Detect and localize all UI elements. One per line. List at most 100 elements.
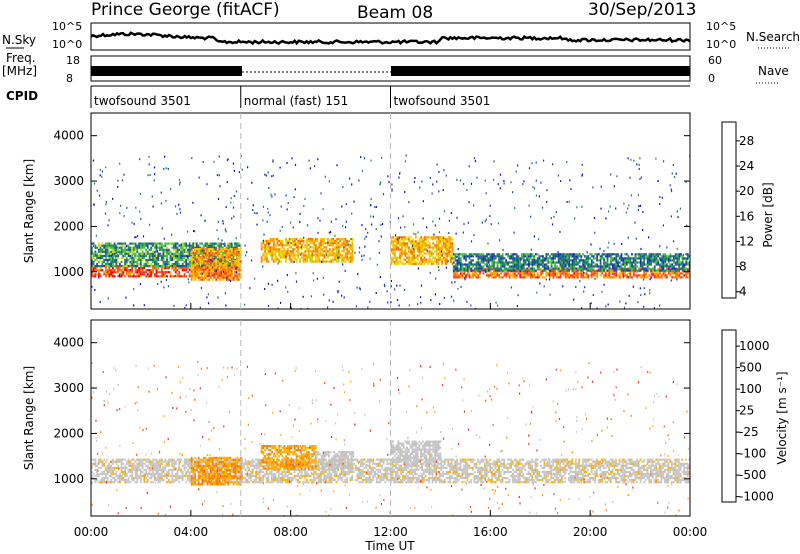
power-cell — [165, 279, 167, 282]
power-cell — [610, 270, 612, 273]
power-cell — [451, 254, 454, 257]
power-cell — [585, 276, 588, 279]
power-cell — [594, 253, 597, 256]
power-cell — [616, 175, 618, 178]
power-cell — [188, 252, 191, 255]
power-cell — [101, 256, 104, 259]
power-cell — [267, 246, 270, 249]
power-cell — [552, 253, 555, 256]
power-cell — [536, 272, 539, 275]
power-cell — [664, 255, 667, 258]
power-cell — [176, 255, 178, 258]
power-cell — [283, 256, 286, 259]
power-cell — [276, 242, 279, 245]
power-cell — [618, 255, 621, 258]
power-cell — [160, 273, 163, 276]
power-cell — [108, 256, 111, 259]
power-cell — [295, 244, 298, 247]
power-cell — [136, 269, 139, 272]
power-cell — [272, 254, 275, 257]
power-cell — [236, 250, 238, 253]
power-cell — [204, 274, 207, 277]
power-cell — [395, 238, 398, 241]
power-cell — [676, 278, 678, 281]
power-cell — [211, 274, 214, 277]
power-cell — [131, 250, 133, 253]
power-cell — [392, 244, 394, 247]
power-cell — [545, 253, 548, 256]
power-cell — [180, 248, 182, 251]
power-cell — [103, 265, 105, 268]
power-cell — [649, 289, 651, 292]
power-cell — [594, 270, 597, 273]
power-cell — [526, 257, 529, 260]
power-cell — [105, 250, 107, 253]
power-cell — [646, 261, 649, 264]
power-cell — [581, 306, 583, 309]
power-cell — [341, 242, 343, 245]
power-cell — [493, 253, 495, 256]
power-cell — [285, 254, 287, 257]
power-cell — [361, 169, 363, 172]
power-cell — [227, 262, 230, 266]
power-cell — [390, 240, 393, 243]
power-cell — [564, 261, 567, 264]
power-cell — [662, 267, 665, 270]
power-cell — [217, 270, 219, 273]
power-cell — [176, 252, 179, 255]
power-cell — [260, 260, 263, 263]
power-cell — [638, 163, 640, 166]
power-cell — [252, 204, 254, 207]
velocity-cell — [113, 472, 116, 476]
power-cell — [133, 304, 135, 307]
power-cell — [342, 240, 345, 243]
power-cell — [137, 235, 139, 237]
power-cell — [659, 265, 661, 268]
power-cell — [634, 270, 637, 273]
power-cell — [590, 270, 593, 273]
power-cell — [581, 173, 583, 176]
power-cell — [475, 255, 478, 258]
power-cell — [619, 300, 621, 303]
power-cell — [206, 258, 209, 261]
power-cell — [404, 191, 406, 193]
power-cell — [267, 282, 269, 285]
power-cell — [468, 253, 471, 256]
power-cell — [516, 305, 518, 308]
power-cell — [171, 246, 174, 249]
power-cell — [627, 267, 630, 270]
power-cell — [269, 250, 272, 253]
power-cell — [610, 272, 612, 275]
power-cell — [286, 254, 289, 257]
power-cell — [232, 256, 235, 259]
power-cell — [421, 240, 424, 243]
power-cell — [531, 255, 534, 258]
power-cell — [238, 254, 240, 257]
power-cell — [486, 274, 488, 277]
power-cell — [448, 244, 450, 247]
power-cell — [330, 238, 333, 241]
power-cell — [611, 257, 614, 260]
power-cell — [274, 246, 277, 249]
power-cell — [399, 171, 401, 174]
power-cell — [293, 258, 296, 261]
velocity-cell — [160, 474, 163, 478]
velocity-cell — [134, 477, 137, 480]
power-cell — [444, 256, 447, 259]
power-cell — [421, 262, 424, 265]
power-cell — [185, 262, 188, 266]
power-cell — [183, 242, 186, 245]
power-cell — [441, 252, 443, 255]
power-cell — [634, 257, 637, 260]
power-cell — [214, 257, 216, 260]
velocity-cell — [131, 479, 133, 482]
power-cell — [416, 256, 419, 259]
power-cell — [583, 261, 586, 264]
velocity-cell — [164, 466, 167, 469]
power-cell — [115, 260, 118, 264]
power-cell — [552, 257, 555, 260]
power-cell — [138, 242, 140, 245]
power-cell — [113, 265, 116, 268]
velocity-cell — [115, 458, 118, 461]
power-cell — [196, 264, 198, 267]
